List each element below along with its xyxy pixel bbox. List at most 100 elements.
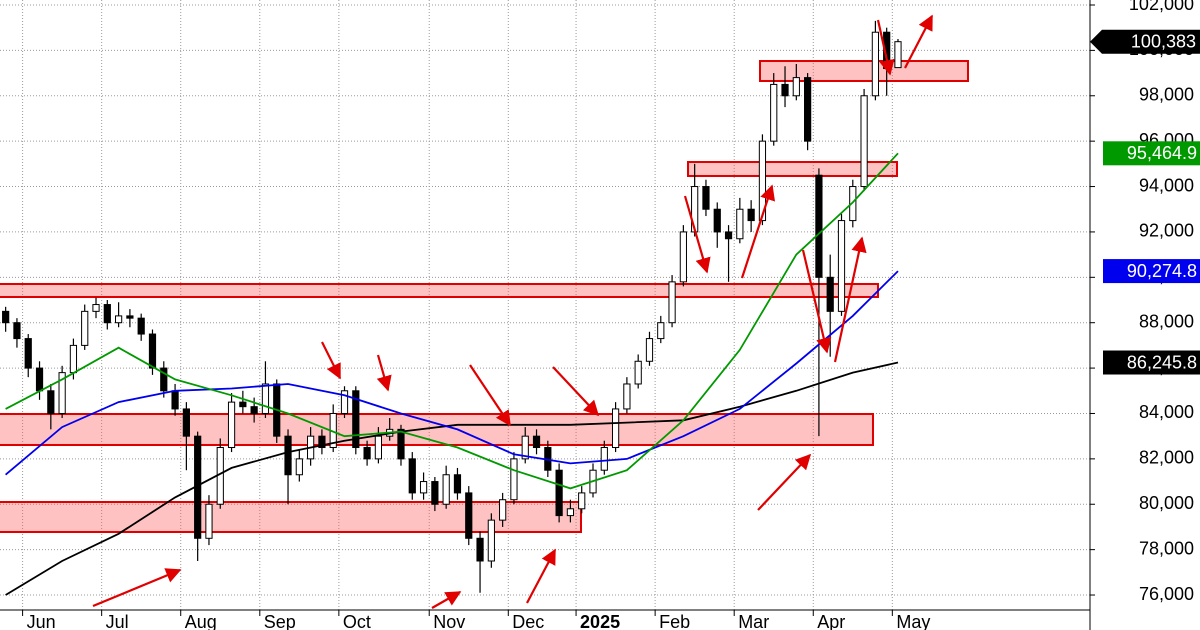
candle-body <box>284 435 292 476</box>
arrow <box>92 568 182 608</box>
x-tick-label: Jun <box>27 612 56 630</box>
candle-body <box>521 435 529 460</box>
x-tick-label: 2025 <box>580 612 620 630</box>
axes: 76,00078,00080,00082,00084,00086,00088,0… <box>22 0 1194 630</box>
candle-body <box>340 390 349 414</box>
y-tick-label: 84,000 <box>1139 402 1194 422</box>
candle-body <box>645 338 654 362</box>
candle-body <box>92 304 100 312</box>
candle-body <box>804 77 812 142</box>
candle-body <box>566 508 575 517</box>
y-tick-label: 80,000 <box>1139 493 1194 513</box>
candle-body <box>634 360 642 385</box>
candle-body <box>182 408 190 437</box>
candle-body <box>860 95 868 188</box>
price-tag <box>1103 259 1200 284</box>
candle-body <box>871 31 879 97</box>
y-tick-label: 94,000 <box>1139 175 1194 195</box>
candle-body <box>408 458 416 494</box>
candle-body <box>465 492 473 539</box>
candle-body <box>657 322 665 340</box>
zone <box>0 413 874 446</box>
candle-body <box>397 428 405 460</box>
candle-body <box>747 208 755 222</box>
x-tick-label: Nov <box>433 612 465 630</box>
arrow <box>321 341 341 380</box>
arrow <box>683 195 711 274</box>
price-tag <box>1103 141 1200 166</box>
arrow <box>833 236 867 363</box>
candle-body <box>476 537 484 562</box>
price-tag-label: 95,464.9 <box>1127 143 1197 163</box>
candle-body <box>611 408 620 449</box>
candle-body <box>239 401 247 408</box>
y-tick-label: 102,000 <box>1129 0 1194 14</box>
candle-body <box>623 383 631 410</box>
x-tick-label: Feb <box>659 612 690 630</box>
candle-body <box>69 344 78 374</box>
candle-body <box>171 390 179 410</box>
x-tick-label: Aug <box>185 612 217 630</box>
arrow <box>552 366 600 417</box>
candle-body <box>374 435 383 460</box>
candle-body <box>81 310 89 346</box>
candle-body <box>13 322 21 340</box>
arrow <box>526 548 556 604</box>
candle-body <box>419 481 428 494</box>
candle-body <box>792 77 800 97</box>
candle-body <box>126 315 134 319</box>
y-tick-label: 78,000 <box>1139 538 1194 558</box>
candle-body <box>770 83 778 142</box>
candle-body <box>781 83 789 97</box>
candle-body <box>35 367 44 392</box>
zone <box>0 501 582 533</box>
y-tick-label: 88,000 <box>1139 311 1194 331</box>
candle-body <box>205 503 213 539</box>
arrow <box>757 453 812 511</box>
arrow <box>876 19 895 76</box>
arrow <box>431 591 462 609</box>
candle-body <box>2 310 10 324</box>
x-tick-label: Dec <box>512 612 544 630</box>
candle-body <box>24 338 32 369</box>
candle-body <box>713 208 721 233</box>
candle-body <box>837 220 846 312</box>
x-tick-label: Oct <box>343 612 371 630</box>
candles <box>2 20 902 593</box>
candle-body <box>148 333 157 369</box>
candle-body <box>47 390 55 414</box>
candle-body <box>702 186 710 210</box>
last-price-label: 100,383 <box>1131 31 1196 51</box>
ma-line <box>5 361 899 596</box>
price-tag-label: 86,245.8 <box>1127 352 1197 372</box>
annotation-zones <box>0 60 969 533</box>
x-tick-label: Apr <box>817 612 845 630</box>
zone <box>759 60 969 82</box>
price-tag-label: 90,274.8 <box>1127 261 1197 281</box>
candle-body <box>510 458 518 501</box>
candle-body <box>815 174 823 278</box>
zone <box>0 283 879 298</box>
price-tags: 86,245.8 90,274.8 95,464.9 100,383 <box>1090 29 1200 375</box>
candle-body <box>499 499 507 521</box>
arrow <box>469 364 511 427</box>
x-tick-label: Jul <box>106 612 129 630</box>
x-tick-label: May <box>896 612 930 630</box>
candle-body <box>352 390 360 449</box>
candle-body <box>724 231 733 240</box>
ma-line <box>5 270 899 476</box>
zone <box>687 161 898 177</box>
candle-body <box>442 474 450 505</box>
candle-body <box>160 367 168 392</box>
candle-body <box>487 519 495 562</box>
candle-body <box>826 276 834 312</box>
moving-averages <box>5 152 899 596</box>
candle-body <box>261 383 270 414</box>
candle-body <box>578 492 586 510</box>
y-tick-label: 98,000 <box>1139 85 1194 105</box>
candle-body <box>363 447 371 460</box>
candle-body <box>295 458 303 476</box>
